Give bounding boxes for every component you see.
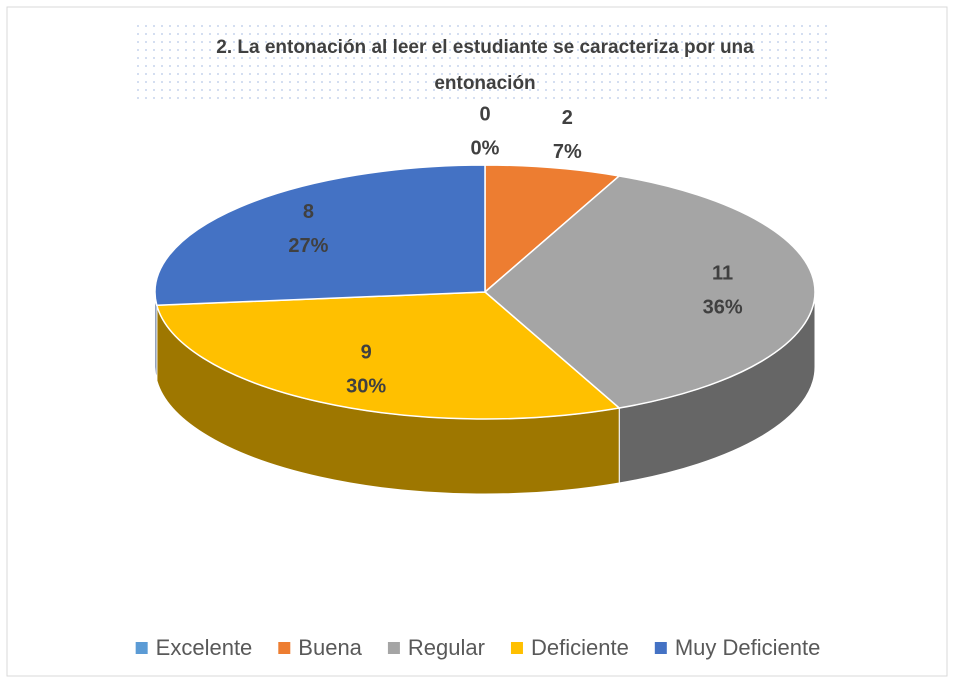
legend-swatch [510, 642, 523, 654]
legend-item: Muy Deficiente [654, 635, 821, 660]
title-line: 2. La entonación al leer el estudiante s… [216, 37, 754, 58]
legend-swatch [654, 642, 667, 654]
legend-swatch [278, 642, 291, 654]
data-label: 7% [553, 141, 582, 163]
data-label: 30% [346, 375, 386, 397]
legend-label: Regular [408, 635, 485, 660]
legend-label: Buena [298, 635, 362, 660]
legend-swatch [387, 642, 400, 654]
data-label: 2 [562, 107, 573, 129]
legend-label: Muy Deficiente [675, 635, 821, 660]
legend-item: Deficiente [510, 635, 629, 660]
slice [154, 164, 486, 307]
legend-label: Deficiente [531, 635, 629, 660]
legend: Excelente Buena Regular Deficiente Muy Defic… [135, 635, 821, 660]
legend-swatch [135, 642, 148, 654]
data-label: 27% [288, 235, 328, 257]
data-label: 0 [479, 104, 490, 126]
slice [484, 164, 621, 294]
data-label: 8 [303, 201, 314, 223]
chart-title: 2. La entonación al leer el estudiante s… [216, 37, 754, 94]
legend-label: Excelente [156, 635, 253, 660]
title-box [137, 22, 832, 100]
data-label: 9 [361, 341, 372, 363]
data-label: 36% [703, 296, 743, 318]
legend-item: Regular [387, 635, 485, 660]
data-label: 0% [471, 138, 500, 160]
legend-item: Buena [278, 635, 363, 660]
legend-item: Excelente [135, 635, 253, 660]
data-label: 11 [712, 262, 733, 284]
slice [155, 291, 621, 420]
title-line: entonación [434, 73, 535, 94]
slice [483, 175, 816, 409]
